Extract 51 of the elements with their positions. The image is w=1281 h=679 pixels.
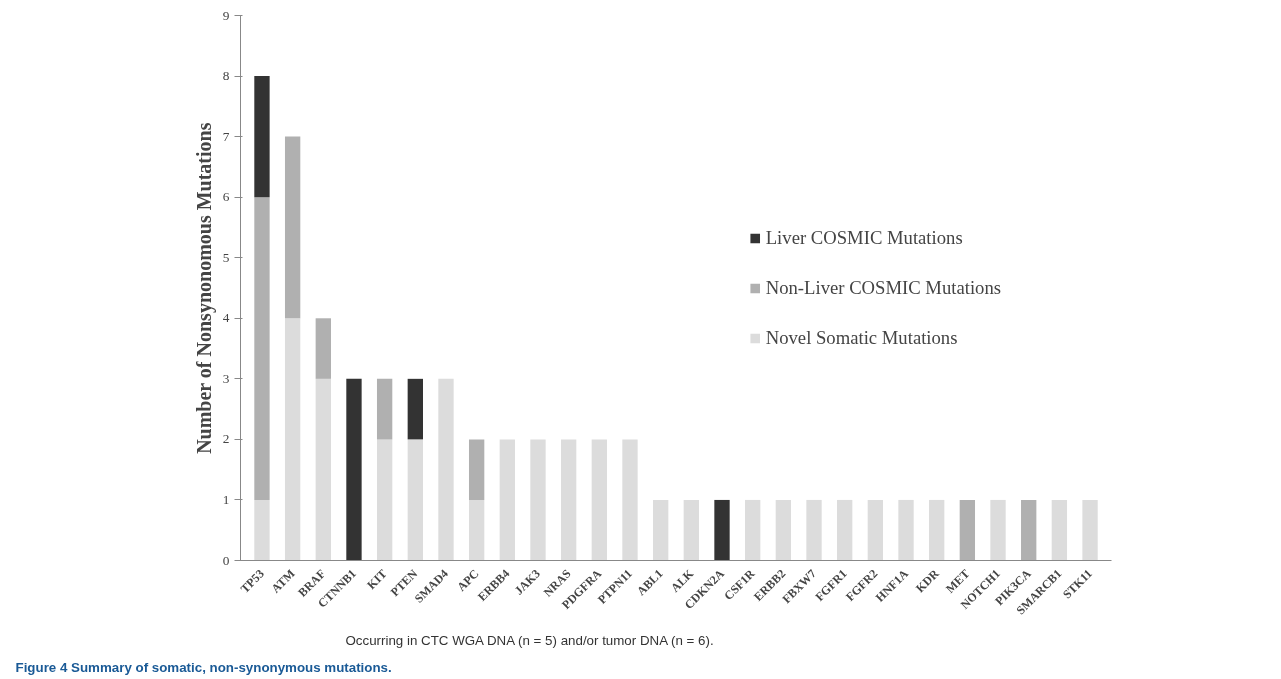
y-tick-label: 9 [222, 7, 230, 23]
bar [284, 136, 301, 319]
bar [867, 499, 884, 561]
bar [315, 318, 331, 379]
bar [254, 499, 270, 561]
bar [254, 197, 270, 500]
legend-label: Non-Liver COSMIC Mutations [765, 276, 1001, 299]
bar [683, 499, 699, 561]
legend-label: Novel Somatic Mutations [765, 326, 958, 349]
y-tick-label: 6 [222, 189, 230, 205]
bar [653, 499, 669, 561]
bar [591, 439, 607, 561]
bar [346, 378, 362, 561]
bar [407, 378, 423, 440]
text: Occurring in CTC WGA DNA (n = 5) and/or tumor DNA (n = 6). [345, 632, 714, 648]
bar [438, 378, 454, 561]
bar [254, 76, 270, 198]
bar [1051, 499, 1068, 561]
y-tick-label: 4 [222, 310, 230, 326]
bar [898, 499, 914, 561]
bar [806, 499, 822, 561]
bar [468, 499, 485, 561]
y-tick-label: 3 [222, 370, 230, 386]
bar [959, 499, 976, 561]
bar [1082, 499, 1098, 561]
bar [499, 439, 515, 561]
bar [530, 439, 546, 561]
bar [407, 439, 423, 561]
bar [315, 378, 331, 561]
bar [376, 378, 393, 440]
y-axis-title: Number of Nonsynonomous Mutations [192, 122, 216, 454]
legend-label: Liver COSMIC Mutations [765, 226, 963, 249]
y-tick-label: 8 [222, 68, 230, 84]
bar [990, 499, 1006, 561]
y-tick-label: 1 [222, 491, 230, 507]
bar [837, 499, 853, 561]
caption: Figure 4 Summary of somatic, non-synonymous mutations. [15, 659, 392, 675]
bar [745, 499, 761, 561]
bar [468, 439, 485, 500]
bar [775, 499, 792, 561]
y-tick-label: 5 [222, 249, 230, 265]
bar [376, 439, 393, 561]
bar [622, 439, 638, 561]
y-tick-label: 7 [222, 128, 230, 144]
y-tick-label: 0 [222, 552, 230, 568]
bar [714, 499, 730, 561]
bar [1021, 499, 1037, 561]
bar [560, 439, 577, 561]
bar [929, 499, 945, 561]
y-tick-label: 2 [222, 431, 230, 447]
bar [284, 318, 301, 561]
